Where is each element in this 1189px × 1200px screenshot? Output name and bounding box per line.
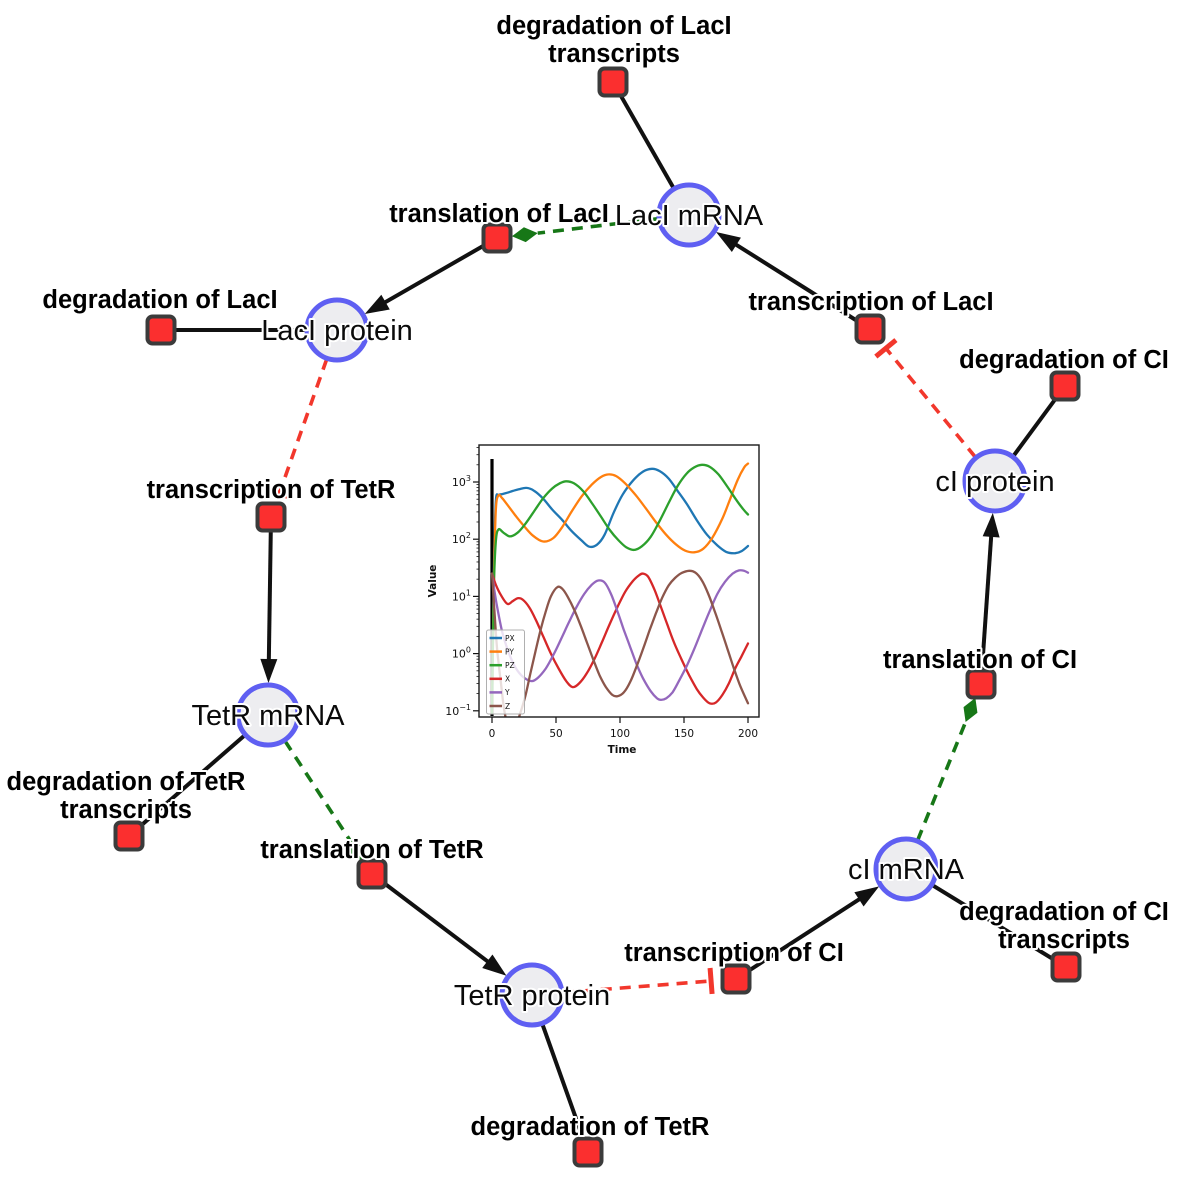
reaction-node-tx_laci	[854, 313, 886, 345]
edge-product-ci_mrna-tx_ci	[734, 886, 880, 981]
legend-label-X: X	[505, 675, 510, 684]
reaction-node-deg_tetr_tx	[113, 820, 145, 852]
edges-layer	[127, 81, 1068, 1153]
series-line-PZ	[490, 463, 750, 715]
reaction-label-tx_tetr: transcription of TetR	[147, 476, 396, 504]
reaction-label-deg_laci_tx: transcripts	[548, 40, 680, 68]
species-node-tetr_protein	[499, 962, 565, 1028]
y-tick-label: 103	[452, 474, 471, 489]
series-line-PX	[490, 467, 750, 715]
x-tick-label: 100	[610, 728, 630, 740]
edge-modifier-ci_mrna-translation_ci	[915, 697, 978, 841]
species-label-tetr_mrna: TetR mRNA	[191, 700, 345, 732]
series-line-X	[490, 572, 750, 705]
x-axis-title: Time	[608, 744, 637, 756]
legend-label-PZ: PZ	[505, 661, 515, 670]
edge-modifier-tetr_mrna-translation_tetr	[283, 739, 364, 862]
edge-product-ci_protein-translation_ci	[979, 512, 1000, 685]
legend-label-Y: Y	[504, 688, 510, 697]
edge-inhibition-tetr_protein-tx_ci	[562, 967, 715, 995]
y-tick-label: 10−1	[445, 703, 471, 718]
x-tick-label: 200	[738, 728, 758, 740]
edge-reactant-ci_mrna-deg_ci_tx	[931, 883, 1068, 969]
reaction-node-translation_ci	[965, 668, 997, 700]
y-axis-title: Value	[427, 565, 439, 598]
species-node-tetr_mrna	[235, 682, 301, 748]
edge-product-tetr_protein-translation_tetr	[370, 872, 507, 976]
species-node-laci_protein	[304, 297, 370, 363]
legend-label-Z: Z	[505, 702, 510, 711]
chart-axes: 103 102 101 100 10−1 0 50 100 150 200 Time Value	[427, 447, 758, 756]
reaction-label-tx_laci: transcription of LacI	[748, 288, 993, 316]
reaction-label-tx_ci: transcription of CI	[624, 939, 844, 967]
species-nodes-layer	[235, 182, 1028, 1028]
species-label-tetr_protein: TetR protein	[454, 980, 610, 1012]
series-line-PY	[490, 462, 750, 715]
y-tick-label: 101	[452, 588, 471, 603]
edge-inhibition-ci_protein-tx_laci	[874, 338, 977, 459]
reaction-label-translation_laci: translation of LacI	[389, 200, 609, 228]
chart-legend: PX PY PZ XYZ	[486, 629, 525, 715]
reaction-label-deg_laci_tx: degradation of LacI	[496, 12, 731, 40]
reaction-node-deg_tetr	[572, 1136, 604, 1168]
reaction-nodes-layer	[113, 66, 1082, 1168]
reaction-label-deg_tetr: degradation of TetR	[471, 1113, 710, 1141]
edge-modifier-laci_mrna-translation_laci	[511, 216, 659, 243]
edge-product-tetr_mrna-tx_tetr	[260, 516, 278, 684]
reaction-label-deg_tetr_tx: degradation of TetR	[7, 768, 246, 796]
species-label-ci_protein: cI protein	[935, 466, 1054, 498]
species-label-laci_protein: LacI protein	[261, 315, 413, 347]
edge-product-laci_protein-translation_laci	[364, 236, 498, 315]
reaction-label-translation_ci: translation of CI	[883, 646, 1077, 674]
y-tick-label: 100	[452, 646, 471, 661]
legend-label-PX: PX	[505, 634, 515, 643]
reaction-node-deg_laci	[145, 314, 177, 346]
labels-layer: degradation of LacItranscriptstranslatio…	[5, 10, 1171, 1143]
reaction-node-translation_tetr	[356, 858, 388, 890]
reaction-label-deg_ci: degradation of CI	[959, 346, 1169, 374]
reaction-node-deg_laci_tx	[597, 66, 629, 98]
reaction-node-deg_ci_tx	[1050, 951, 1082, 983]
x-tick-label: 150	[674, 728, 694, 740]
reaction-node-translation_laci	[481, 222, 513, 254]
species-node-laci_mrna	[656, 182, 722, 248]
x-tick-label: 50	[549, 728, 562, 740]
edge-reactant-laci_mrna-deg_laci_tx	[611, 81, 676, 190]
reaction-label-deg_ci_tx: transcripts	[998, 926, 1130, 954]
reaction-label-deg_ci_tx: degradation of CI	[959, 898, 1169, 926]
x-tick-label: 0	[489, 728, 496, 740]
edge-inhibition-laci_protein-tx_tetr	[266, 358, 329, 501]
reaction-label-deg_tetr_tx: transcripts	[60, 796, 192, 824]
reaction-node-deg_ci	[1049, 370, 1081, 402]
edge-product-laci_mrna-tx_laci	[716, 232, 872, 331]
species-node-ci_mrna	[873, 836, 939, 902]
reaction-node-tx_tetr	[255, 501, 287, 533]
edge-reactant-tetr_protein-deg_tetr	[540, 1023, 590, 1153]
species-label-ci_mrna: cI mRNA	[848, 854, 965, 886]
reaction-node-tx_ci	[720, 963, 752, 995]
y-tick-label: 102	[452, 531, 471, 546]
chart-plot-area	[479, 445, 759, 717]
species-label-laci_mrna: LacI mRNA	[615, 200, 764, 232]
species-node-ci_protein	[962, 448, 1028, 514]
edge-reactant-tetr_mrna-deg_tetr_tx	[127, 733, 246, 838]
reaction-label-translation_tetr: translation of TetR	[260, 836, 483, 864]
legend-label-PY: PY	[505, 647, 514, 656]
reaction-label-deg_laci: degradation of LacI	[42, 286, 277, 314]
